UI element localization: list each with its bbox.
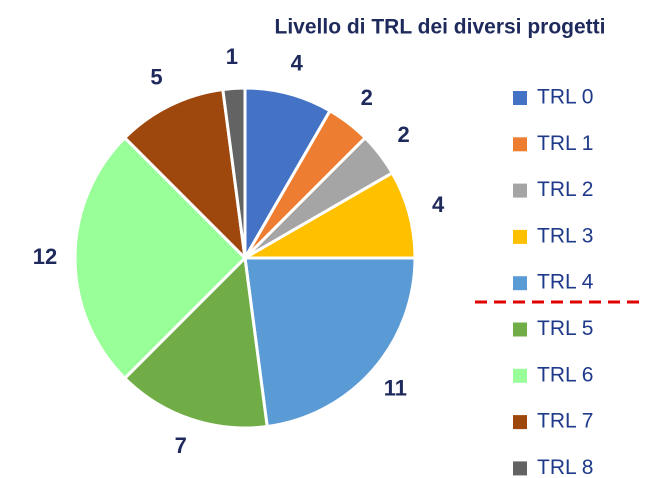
legend-swatch [513, 276, 527, 291]
slice [243, 86, 333, 264]
legend-swatch [513, 91, 527, 105]
data-label: 5 [150, 64, 162, 89]
slice [239, 170, 417, 260]
data-label: 7 [175, 433, 187, 458]
slice [221, 86, 247, 259]
data-label: 11 [384, 376, 407, 401]
legend-swatch [513, 183, 527, 198]
slice [243, 256, 417, 429]
legend-label: TRL 7 [537, 410, 593, 433]
legend-swatch [513, 368, 527, 383]
legend-swatch [513, 229, 527, 244]
data-label: 2 [361, 85, 373, 110]
legend-label: TRL 2 [537, 178, 593, 201]
legend-label: TRL 3 [537, 224, 593, 247]
data-label: 4 [432, 192, 445, 217]
legend-swatch [513, 461, 527, 476]
data-label: 2 [398, 122, 410, 147]
chart-title: Livello di TRL dei diversi progetti [275, 16, 606, 39]
legend-label: TRL 1 [537, 132, 593, 155]
slice [73, 135, 248, 381]
data-label: 4 [291, 51, 304, 76]
slice [122, 87, 248, 263]
legend-label: TRL 4 [537, 271, 594, 294]
legend-label: TRL 0 [537, 86, 593, 109]
data-label: 1 [226, 44, 238, 69]
slice [122, 254, 269, 430]
data-label: 12 [33, 244, 57, 269]
legend-swatch [513, 137, 527, 152]
legend-label: TRL 6 [537, 363, 593, 386]
legend-swatch [513, 415, 527, 430]
legend-label: TRL 8 [537, 456, 593, 478]
legend-swatch [513, 322, 527, 337]
legend-label: TRL 5 [537, 317, 593, 340]
